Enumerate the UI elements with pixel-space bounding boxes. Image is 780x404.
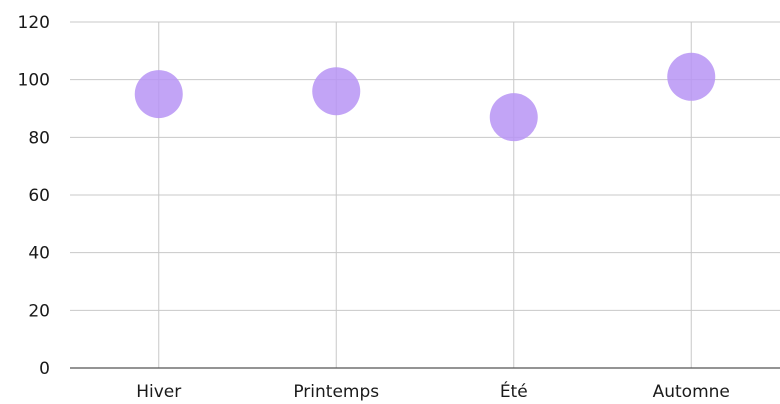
y-tick-label: 80 [28,128,50,148]
data-points [134,52,716,142]
y-tick-label: 20 [28,301,50,321]
data-point [667,52,716,101]
x-tick-label: Automne [653,382,730,402]
x-tick-label: Printemps [293,382,379,402]
x-axis-ticks: Hiver Printemps Été Automne [136,380,730,402]
x-tick-label: Été [500,380,528,402]
y-tick-label: 60 [28,186,50,206]
y-tick-label: 0 [39,359,50,379]
data-point [489,93,538,142]
y-tick-label: 100 [18,71,50,91]
grid-layer [70,21,780,369]
y-axis-ticks: 0 20 40 60 80 100 120 [18,13,50,379]
data-point [134,70,183,119]
y-tick-label: 40 [28,244,50,264]
x-tick-label: Hiver [136,382,181,402]
y-tick-label: 120 [18,13,50,33]
data-point [312,67,361,116]
